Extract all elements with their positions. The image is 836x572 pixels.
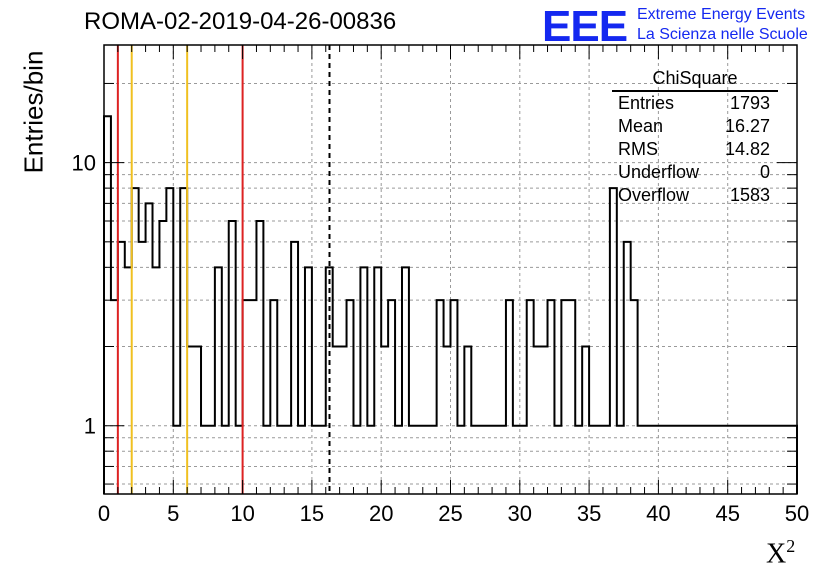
stats-box: ChiSquare Entries 1793 Mean 16.27 RMS 14… bbox=[612, 66, 778, 207]
stat-value: 16.27 bbox=[724, 116, 770, 136]
y-axis-label: Entries/bin bbox=[18, 50, 49, 174]
stat-label: Mean bbox=[618, 116, 664, 136]
x-tick-label: 40 bbox=[646, 501, 670, 526]
logo-line-1: Extreme Energy Events bbox=[637, 6, 806, 23]
stat-value: 14.82 bbox=[724, 139, 770, 159]
stat-value: 0 bbox=[759, 162, 770, 182]
stat-row-underflow: Underflow 0 bbox=[612, 161, 778, 184]
stat-value: 1583 bbox=[729, 185, 770, 205]
logo-line-2: La Scienza nelle Scuole bbox=[637, 26, 808, 43]
chart-title: ROMA-02-2019-04-26-00836 bbox=[84, 8, 397, 35]
x-tick-label: 30 bbox=[508, 501, 532, 526]
y-tick-label: 10 bbox=[72, 151, 96, 176]
x-tick-label: 0 bbox=[98, 501, 110, 526]
eee-logo: EEE bbox=[542, 2, 628, 51]
stat-row-mean: Mean 16.27 bbox=[612, 115, 778, 138]
x-axis-label: X2 bbox=[766, 536, 796, 570]
stat-row-rms: RMS 14.82 bbox=[612, 138, 778, 161]
x-tick-label: 10 bbox=[230, 501, 254, 526]
stat-label: Entries bbox=[618, 93, 675, 113]
stat-row-overflow: Overflow 1583 bbox=[612, 184, 778, 207]
stat-label: RMS bbox=[618, 139, 658, 159]
stat-label: Underflow bbox=[618, 162, 700, 182]
stats-title: ChiSquare bbox=[612, 66, 778, 92]
x-tick-label: 50 bbox=[785, 501, 809, 526]
stat-label: Overflow bbox=[618, 185, 690, 205]
x-tick-label: 5 bbox=[167, 501, 179, 526]
x-tick-label: 15 bbox=[300, 501, 324, 526]
x-tick-label: 20 bbox=[369, 501, 393, 526]
stat-value: 1793 bbox=[729, 93, 770, 113]
y-tick-label: 1 bbox=[84, 414, 96, 439]
x-tick-label: 45 bbox=[715, 501, 739, 526]
x-tick-label: 35 bbox=[577, 501, 601, 526]
stat-row-entries: Entries 1793 bbox=[612, 92, 778, 115]
x-tick-label: 25 bbox=[438, 501, 462, 526]
histogram-series bbox=[103, 115, 798, 494]
